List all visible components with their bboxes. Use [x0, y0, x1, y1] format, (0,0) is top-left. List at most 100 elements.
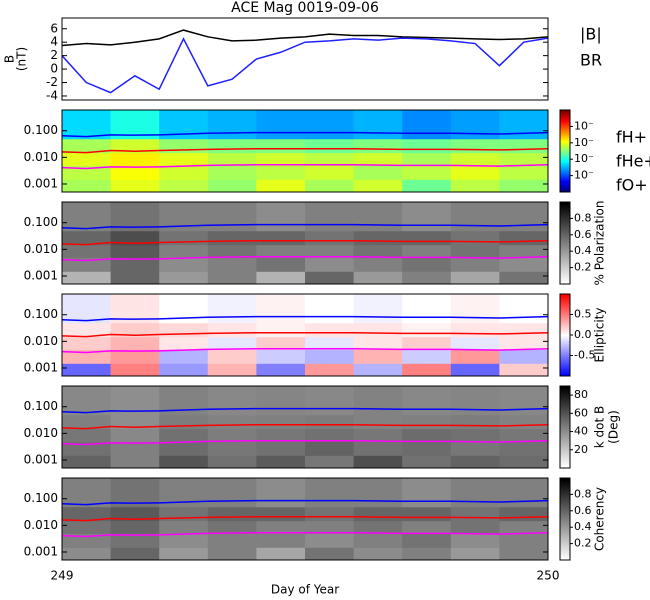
- colorbar-swatch: [560, 484, 570, 487]
- series-line: [62, 240, 548, 246]
- plot-area: [62, 478, 548, 560]
- colorbar-swatch: [560, 214, 570, 217]
- heatmap-cell: [450, 414, 500, 430]
- heatmap-cell: [499, 533, 548, 548]
- heatmap-cell: [353, 428, 403, 442]
- colorbar-swatch: [560, 398, 570, 401]
- colorbar-swatch: [560, 452, 570, 455]
- colorbar-swatch: [560, 504, 570, 507]
- heatmap-cell: [62, 441, 112, 456]
- heatmap-cell: [402, 349, 452, 364]
- series-line: [62, 223, 548, 230]
- heatmap-cell: [450, 110, 500, 140]
- colorbar-swatch: [560, 450, 570, 453]
- heatmap-cell: [256, 138, 306, 154]
- heatmap-cell: [207, 547, 257, 560]
- colorbar-swatch: [560, 230, 570, 233]
- colorbar-swatch: [560, 316, 570, 319]
- heatmap-cell: [256, 414, 306, 430]
- colorbar-frame: [559, 385, 571, 469]
- heatmap-cell: [499, 506, 548, 522]
- heatmap-cell: [305, 165, 355, 180]
- heatmap-cell: [499, 244, 548, 258]
- colorbar-frame: [559, 477, 571, 561]
- colorbar-swatch: [560, 456, 570, 459]
- heatmap-cell: [499, 520, 548, 534]
- heatmap-cell: [159, 428, 209, 442]
- heatmap-cell: [305, 547, 355, 560]
- colorbar-swatch: [560, 526, 570, 529]
- heatmap-cell: [499, 363, 548, 376]
- heatmap-cell: [499, 349, 548, 364]
- colorbar-swatch: [560, 502, 570, 505]
- heatmap-cell: [256, 257, 306, 272]
- colorbar-swatch: [560, 250, 570, 253]
- x-axis-label: Day of Year: [271, 583, 339, 597]
- colorbar-swatch: [560, 410, 570, 413]
- colorbar-swatch: [560, 258, 570, 261]
- y-tick-label: -4: [46, 88, 58, 102]
- colorbar-swatch: [560, 226, 570, 229]
- colorbar-swatch: [560, 350, 570, 353]
- series-line: [62, 516, 548, 522]
- colorbar-swatch: [560, 148, 570, 151]
- heatmap-cell: [450, 386, 500, 416]
- heatmap-cell: [110, 271, 160, 284]
- colorbar-frame: [559, 201, 571, 285]
- colorbar-swatch: [560, 408, 570, 411]
- heatmap-cell: [353, 202, 403, 232]
- heatmap-cell: [450, 455, 500, 468]
- colorbar-swatch: [560, 404, 570, 407]
- colorbar-swatch: [560, 506, 570, 509]
- heatmap-cell: [207, 152, 257, 166]
- colorbar-swatch: [560, 386, 570, 389]
- heatmap-cell: [159, 244, 209, 258]
- heatmap-cell: [353, 349, 403, 364]
- colorbar-swatch: [560, 488, 570, 491]
- colorbar-swatch: [560, 364, 570, 367]
- heatmap-cell: [305, 363, 355, 376]
- colorbar-swatch: [560, 550, 570, 553]
- heatmap-cell: [207, 202, 257, 232]
- colorbar-swatch: [560, 358, 570, 361]
- heatmap-cell: [207, 533, 257, 548]
- colorbar-swatch: [560, 282, 570, 285]
- colorbar-swatch: [560, 414, 570, 417]
- colorbar-swatch: [560, 338, 570, 341]
- plot-frame: [61, 201, 549, 285]
- colorbar-swatch: [560, 540, 570, 543]
- heatmap-cell: [159, 336, 209, 350]
- heatmap-cell: [256, 455, 306, 468]
- heatmap-cell: [110, 322, 160, 338]
- heatmap-cell: [62, 294, 112, 324]
- heatmap-cell: [62, 152, 112, 166]
- colorbar-swatch: [560, 534, 570, 537]
- heatmap-cell: [402, 271, 452, 284]
- colorbar-swatch: [560, 546, 570, 549]
- heatmap-cell: [207, 257, 257, 272]
- heatmap-cell: [305, 506, 355, 522]
- heatmap-cell: [305, 533, 355, 548]
- heatmap-cell: [499, 478, 548, 508]
- colorbar-tick-label: 0.5: [574, 308, 592, 321]
- heatmap-cell: [256, 547, 306, 560]
- colorbar-swatch: [560, 318, 570, 321]
- heatmap-cell: [305, 294, 355, 324]
- colorbar-swatch: [560, 394, 570, 397]
- legend-entry: fO+: [616, 176, 648, 195]
- colorbar-swatch: [560, 522, 570, 525]
- heatmap-cell: [159, 179, 209, 192]
- heatmap-cell: [305, 349, 355, 364]
- colorbar-swatch: [560, 520, 570, 523]
- y-tick-label: 0: [50, 62, 58, 76]
- heatmap-cell: [305, 110, 355, 140]
- colorbar-swatch: [560, 216, 570, 219]
- colorbar-swatch: [560, 460, 570, 463]
- y-tick-label: 0.010: [24, 334, 58, 348]
- colorbar-swatch: [560, 494, 570, 497]
- heatmap-cell: [499, 336, 548, 350]
- heatmap-cell: [305, 202, 355, 232]
- heatmap-cell: [62, 363, 112, 376]
- heatmap-cell: [353, 294, 403, 324]
- heatmap-cell: [499, 230, 548, 246]
